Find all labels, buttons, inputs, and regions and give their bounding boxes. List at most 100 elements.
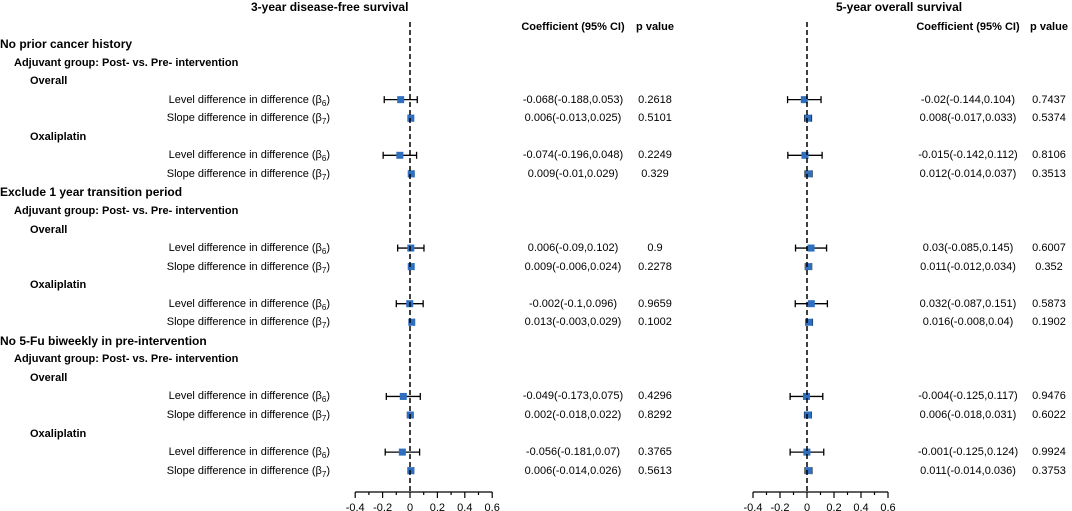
os-ci-marker xyxy=(804,263,813,271)
os-coefficient-ci: -0.015(-0.142,0.112) xyxy=(918,149,1018,162)
os-p-value: 0.7437 xyxy=(1032,93,1066,106)
os-point-estimate xyxy=(804,411,812,419)
os-point-estimate xyxy=(805,318,813,326)
row-label-close: ) xyxy=(326,464,330,477)
right-p-header: p value xyxy=(1030,21,1068,33)
row-label: Slope difference in difference (β7) xyxy=(90,315,330,333)
group-heading: Adjuvant group: Post- vs. Pre- intervent… xyxy=(14,56,239,69)
section-heading: No 5-Fu biweekly in pre-intervention xyxy=(0,333,207,348)
dfs-point-estimate xyxy=(407,263,415,271)
row-label-close: ) xyxy=(326,446,330,459)
row-label-text: Slope difference in difference (β xyxy=(166,464,322,477)
dfs-point-estimate xyxy=(407,244,415,252)
row-label-subscript: 6 xyxy=(321,98,327,108)
dfs-point-estimate xyxy=(407,467,415,475)
left-coef-header: Coefficient (95% CI) xyxy=(521,21,625,33)
os-ci-marker xyxy=(804,114,813,122)
row-label-close: ) xyxy=(326,390,330,403)
row-label: Level difference in difference (β6) xyxy=(90,241,330,259)
os-ci-marker xyxy=(786,96,822,104)
dfs-coefficient-ci: 0.009(-0.006,0.024) xyxy=(524,260,622,273)
dfs-ci-marker xyxy=(407,263,415,271)
os-p-value: 0.9924 xyxy=(1032,446,1066,459)
row-label: Slope difference in difference (β7) xyxy=(90,464,330,482)
os-x-tick-label: -0.4 xyxy=(744,502,763,511)
row-label-text: Level difference in difference (β xyxy=(168,297,322,310)
dfs-p-value: 0.1002 xyxy=(638,316,672,329)
os-ci-marker xyxy=(789,448,825,456)
dfs-x-tick-label: -0.4 xyxy=(346,502,365,511)
dfs-point-estimate xyxy=(399,392,407,400)
row-label-subscript: 6 xyxy=(321,451,327,461)
row-label-subscript: 6 xyxy=(321,247,327,257)
os-point-estimate xyxy=(807,300,815,308)
os-coefficient-ci: 0.011(-0.012,0.034) xyxy=(920,260,1016,273)
row-label-subscript: 7 xyxy=(321,265,327,275)
left-p-header: p value xyxy=(636,21,674,33)
os-ci-marker xyxy=(804,170,813,178)
row-label: Level difference in difference (β6) xyxy=(90,93,330,111)
row-label: Slope difference in difference (β7) xyxy=(90,111,330,129)
os-coefficient-ci: -0.02(-0.144,0.104) xyxy=(920,93,1016,106)
row-label-subscript: 7 xyxy=(321,469,327,479)
dfs-ci-marker xyxy=(382,151,418,159)
dfs-ci-marker xyxy=(383,96,418,104)
row-label-close: ) xyxy=(326,297,330,310)
os-coefficient-ci: 0.012(-0.014,0.037) xyxy=(919,167,1017,180)
row-label: Level difference in difference (β6) xyxy=(90,148,330,166)
os-point-estimate xyxy=(804,114,812,122)
row-label-close: ) xyxy=(326,112,330,125)
row-label-subscript: 7 xyxy=(321,173,327,183)
os-coefficient-ci: 0.03(-0.085,0.145) xyxy=(922,242,1014,255)
os-p-value: 0.6007 xyxy=(1032,242,1066,255)
os-point-estimate xyxy=(807,244,815,252)
row-label-close: ) xyxy=(326,260,330,273)
row-label-text: Slope difference in difference (β xyxy=(166,167,322,180)
group-heading: Adjuvant group: Post- vs. Pre- intervent… xyxy=(14,353,239,366)
dfs-coefficient-ci: 0.013(-0.003,0.029) xyxy=(524,316,622,329)
row-label-text: Level difference in difference (β xyxy=(168,446,322,459)
row-label-text: Level difference in difference (β xyxy=(168,149,322,162)
row-label-subscript: 6 xyxy=(321,154,327,164)
os-x-tick-label: 0.6 xyxy=(880,502,895,511)
row-label-text: Level difference in difference (β xyxy=(168,93,322,106)
dfs-ci-marker xyxy=(397,244,425,252)
row-label: Slope difference in difference (β7) xyxy=(90,408,330,426)
os-p-value: 0.6022 xyxy=(1032,409,1066,421)
subgroup-heading: Oxaliplatin xyxy=(30,427,87,440)
dfs-p-value: 0.2618 xyxy=(638,93,672,106)
dfs-point-estimate xyxy=(407,170,415,178)
dfs-ci-marker xyxy=(385,392,421,400)
os-point-estimate xyxy=(803,448,811,456)
row-label-close: ) xyxy=(326,93,330,106)
row-label-subscript: 7 xyxy=(321,117,327,127)
dfs-p-value: 0.2278 xyxy=(638,260,672,273)
row-label-close: ) xyxy=(326,242,330,255)
dfs-point-estimate xyxy=(408,318,416,326)
os-p-value: 0.3513 xyxy=(1032,167,1066,180)
row-label: Level difference in difference (β6) xyxy=(90,445,330,463)
os-p-value: 0.5374 xyxy=(1032,112,1066,125)
dfs-coefficient-ci: 0.006(-0.014,0.026) xyxy=(524,464,622,477)
dfs-x-tick-label: 0 xyxy=(407,502,413,511)
dfs-coefficient-ci: -0.056(-0.181,0.07) xyxy=(525,446,621,459)
dfs-coefficient-ci: -0.074(-0.196,0.048) xyxy=(522,149,624,162)
dfs-point-estimate xyxy=(396,151,404,159)
dfs-coefficient-ci: 0.009(-0.01,0.029) xyxy=(527,167,619,180)
dfs-x-tick-label: 0.2 xyxy=(430,502,445,511)
row-label: Slope difference in difference (β7) xyxy=(90,167,330,185)
dfs-coefficient-ci: -0.002(-0.1,0.096) xyxy=(528,297,618,310)
row-label-text: Slope difference in difference (β xyxy=(166,316,322,329)
row-label-close: ) xyxy=(326,149,330,162)
os-ci-marker xyxy=(794,244,828,252)
dfs-point-estimate xyxy=(398,448,406,456)
row-label-text: Level difference in difference (β xyxy=(168,390,322,403)
os-point-estimate xyxy=(804,263,812,271)
row-label-subscript: 7 xyxy=(321,414,327,424)
os-ci-marker xyxy=(803,411,812,419)
dfs-coefficient-ci: 0.006(-0.09,0.102) xyxy=(527,242,619,255)
subgroup-heading: Oxaliplatin xyxy=(30,279,87,292)
os-p-value: 0.8106 xyxy=(1032,149,1066,162)
row-label-close: ) xyxy=(326,167,330,180)
